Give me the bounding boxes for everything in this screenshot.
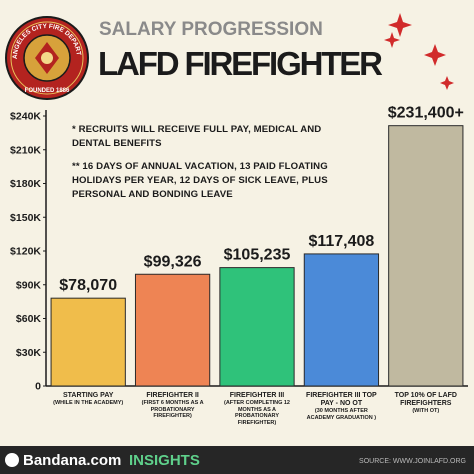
bar [219,267,295,387]
category-note: (30 MONTHS AFTER ACADEMY GRADUATION ) [306,408,377,421]
category-note: (FIRST 6 MONTHS AS A PROBATIONARY FIREFI… [141,400,204,419]
bar [50,297,126,387]
bar [388,125,464,387]
value-label: $78,070 [59,277,117,294]
category-name: FIREFIGHTER II [146,392,199,399]
value-label: $99,326 [144,253,202,270]
category-name: FIREFIGHTER III TOP PAY - NO OT [306,392,377,407]
value-label: $117,408 [308,233,374,250]
subtitle: SALARY PROGRESSION [99,19,323,40]
y-tick-label: $60K [16,313,42,325]
y-tick-label: $120K [10,246,41,258]
x-tick-label: FIREFIGHTER II (FIRST 6 MONTHS AS A PROBA… [132,392,212,420]
title: LAFD FIREFIGHTER [98,45,383,82]
y-tick-label: $240K [10,111,41,123]
notes: * RECRUITS WILL RECEIVE FULL PAY, MEDICA… [72,123,362,211]
category-note: (AFTER COMPLETING 12 MONTHS AS A PROBATI… [223,400,290,426]
y-tick-label: 0 [35,381,41,393]
footer-bar [0,446,474,474]
x-tick-label: TOP 10% OF LAFD FIREFIGHTERS (WITH OT) [386,392,466,415]
category-name: STARTING PAY [62,392,114,399]
y-tick-label: $180K [10,178,41,190]
bar [134,273,211,387]
value-label: $105,235 [224,247,291,264]
sparkles [384,13,454,90]
bar [303,253,380,387]
y-tick-label: $210K [10,144,41,156]
x-tick-label: FIREFIGHTER III (AFTER COMPLETING 12 MONT… [217,392,297,426]
note: * RECRUITS WILL RECEIVE FULL PAY, MEDICA… [72,124,322,149]
x-tick-label: FIREFIGHTER III TOP PAY - NO OT (30 MONTH… [301,392,381,421]
x-tick-label: STARTING PAY (WHILE IN THE ACADEMY) [48,392,128,407]
category-name: TOP 10% OF LAFD FIREFIGHTERS [394,392,457,407]
note: ** 16 DAYS OF ANNUAL VACATION, 13 PAID F… [72,161,328,200]
y-tick-label: $150K [10,212,41,224]
category-name: FIREFIGHTER III [229,392,285,399]
footer-brand-suffix: INSIGHTS [129,452,200,469]
footer-brand: Bandana.com [23,452,121,469]
value-label: $231,400+ [388,105,464,122]
logo: LOS ANGELES CITY FIRE DEPARTMENT FOUNDED… [0,0,89,100]
brand-icon [5,453,19,467]
logo-founded: FOUNDED 1886 [25,88,70,94]
category-note: (WITH OT) [412,408,440,414]
category-note: (WHILE IN THE ACADEMY) [53,400,124,406]
source: SOURCE: WWW.JOINLAFD.ORG [359,458,466,465]
y-tick-label: $90K [16,279,42,291]
y-tick-label: $30K [16,347,42,359]
